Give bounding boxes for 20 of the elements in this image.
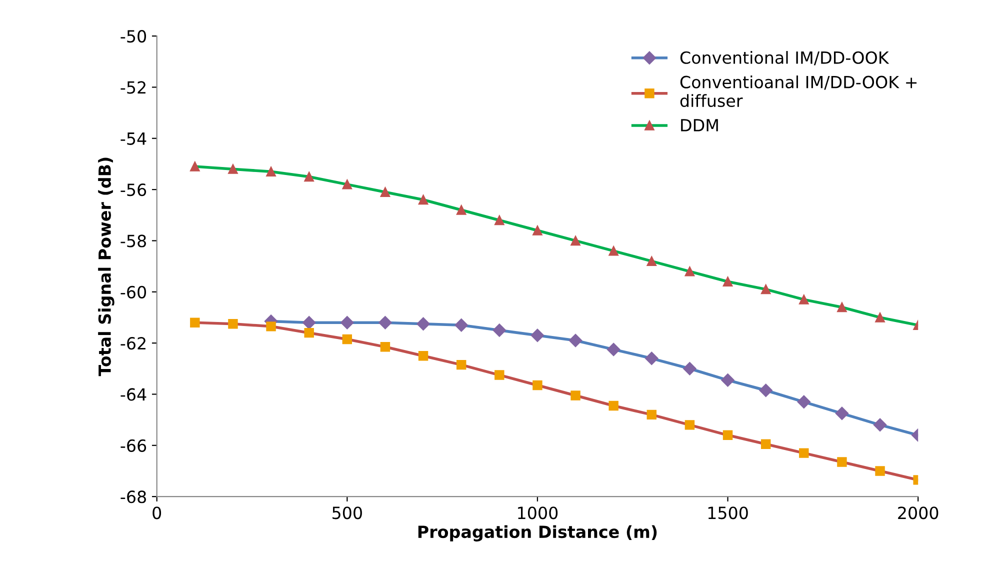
legend-label: Conventional IM/DD-OOK: [680, 51, 890, 66]
y-tick-label: -52: [120, 81, 146, 94]
x-tick-label: 500: [332, 506, 362, 520]
y-tick-label: -56: [120, 184, 146, 196]
legend-label: Conventioanal IM/DD-OOK + diffuser: [680, 75, 917, 108]
y-tick-label: -54: [120, 132, 146, 145]
x-tick-label: 2000: [898, 506, 938, 520]
y-tick-label: -58: [120, 234, 146, 248]
y-tick-label: -60: [120, 286, 146, 298]
y-tick-label: -66: [120, 439, 146, 452]
x-axis-title: Propagation Distance (m): [418, 525, 657, 542]
x-tick-label: 1500: [708, 506, 748, 520]
y-tick-label: -62: [120, 337, 146, 350]
y-tick-label: -50: [120, 30, 146, 43]
y-tick-label: -68: [120, 490, 146, 504]
x-tick-label: 1000: [518, 506, 558, 520]
legend-label: DDM: [681, 119, 718, 132]
y-tick-label: -64: [120, 388, 146, 401]
y-axis-title: Total Signal Power (dB): [98, 158, 114, 376]
x-tick-label: 0: [152, 506, 162, 520]
